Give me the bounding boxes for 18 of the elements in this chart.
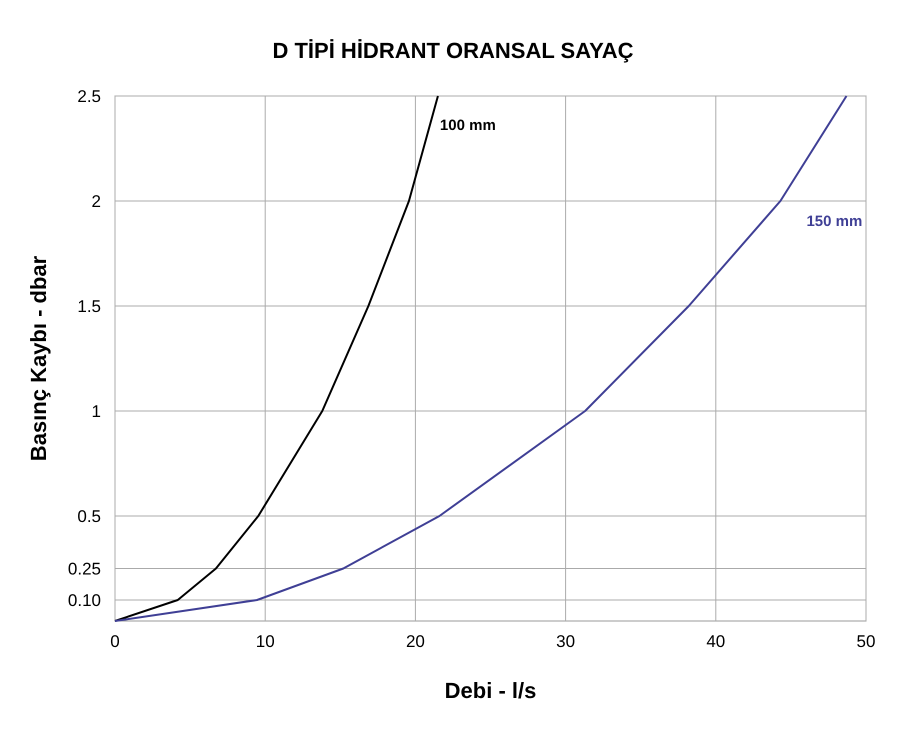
x-axis-title: Debi - l/s — [444, 678, 536, 703]
y-tick-label: 0.10 — [68, 591, 101, 610]
y-axis-title: Basınç Kaybı - dbar — [26, 255, 51, 462]
y-tick-label: 1 — [92, 402, 101, 421]
y-tick-label: 1.5 — [77, 297, 101, 316]
x-tick-label: 50 — [856, 632, 876, 651]
y-tick-label: 2.5 — [77, 87, 101, 106]
y-tick-label: 0.5 — [77, 507, 101, 526]
chart-title: D TİPİ HİDRANT ORANSAL SAYAÇ — [272, 38, 634, 63]
y-tick-label: 2 — [92, 192, 101, 211]
x-tick-label: 20 — [406, 632, 425, 651]
x-tick-label: 10 — [256, 632, 275, 651]
x-tick-label: 0 — [110, 632, 120, 651]
x-tick-label: 30 — [556, 632, 576, 651]
x-tick-label: 40 — [706, 632, 726, 651]
series-label: 150 mm — [806, 213, 862, 230]
series-label: 100 mm — [440, 117, 496, 134]
y-tick-label: 0.25 — [68, 560, 101, 578]
